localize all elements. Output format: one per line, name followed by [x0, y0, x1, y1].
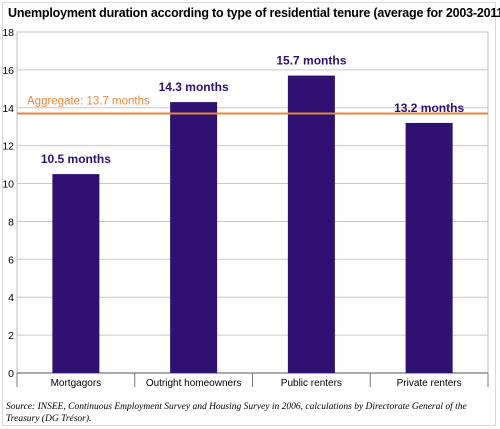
y-tick-label: 12 [2, 141, 14, 153]
bar [52, 174, 100, 373]
x-tick-label: Public renters [281, 378, 342, 389]
data-label: 10.5 months [41, 152, 111, 166]
bar [287, 75, 335, 374]
chart-frame [2, 2, 496, 426]
y-tick-label: 2 [8, 330, 14, 342]
y-tick-label: 18 [2, 27, 14, 39]
bar [170, 102, 218, 373]
data-label: 13.2 months [394, 101, 464, 115]
x-tick-label: Private renters [397, 378, 462, 389]
y-tick-label: 6 [8, 254, 14, 266]
x-tick-label: Mortgagors [51, 378, 102, 389]
source-note: Source: INSEE, Continuous Employment Sur… [6, 402, 467, 424]
y-tick-label: 10 [2, 179, 14, 191]
y-tick-label: 0 [8, 368, 14, 380]
y-tick-label: 16 [2, 65, 14, 77]
y-tick-label: 8 [8, 216, 14, 228]
y-tick-label: 14 [2, 103, 14, 115]
bar [405, 122, 453, 373]
data-label: 14.3 months [159, 80, 229, 94]
chart-title: Unemployment duration according to type … [8, 6, 500, 20]
x-tick-label: Outright homeowners [146, 378, 242, 389]
aggregate-label: Aggregate: 13.7 months [27, 95, 150, 107]
y-tick-label: 4 [8, 292, 14, 304]
data-label: 15.7 months [276, 54, 346, 68]
